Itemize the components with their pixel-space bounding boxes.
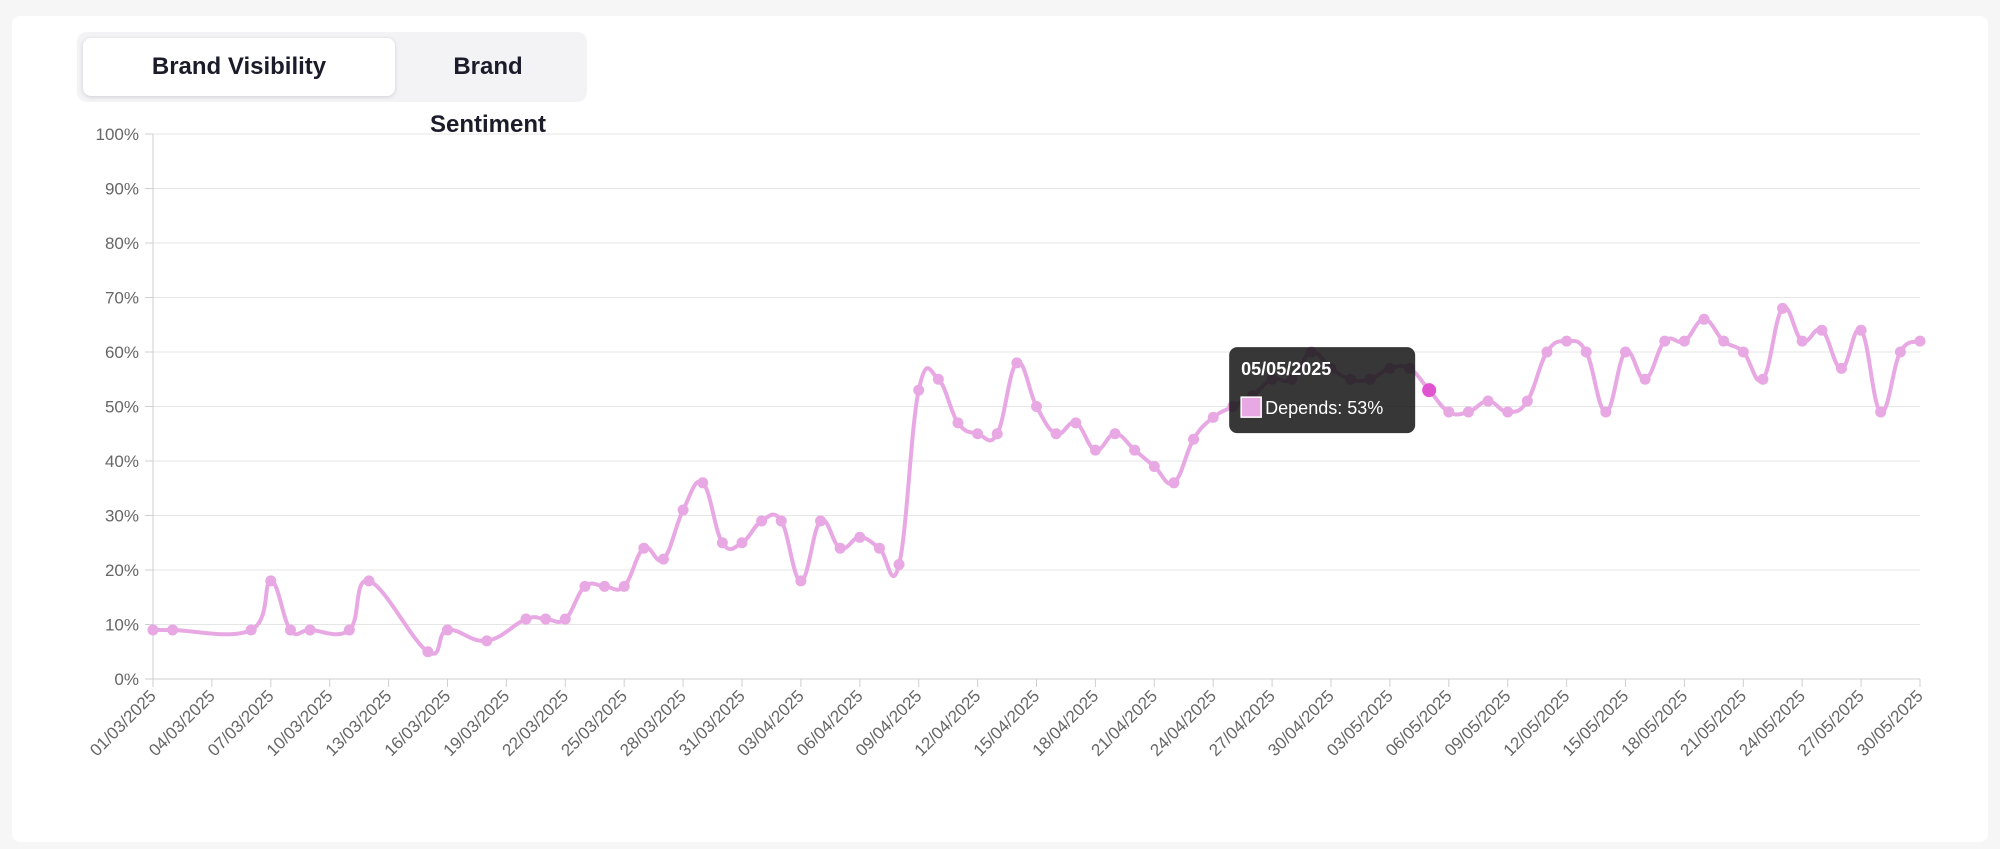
data-point [1089, 444, 1101, 456]
data-point [736, 537, 748, 549]
data-point [1796, 335, 1808, 347]
data-point [1443, 406, 1455, 418]
data-point [697, 477, 709, 489]
data-point [422, 646, 434, 658]
data-point [363, 575, 375, 587]
data-point [1855, 324, 1867, 336]
data-point [1914, 335, 1926, 347]
data-point [1659, 335, 1671, 347]
data-point [1600, 406, 1612, 418]
data-point [599, 580, 611, 592]
data-point [1561, 335, 1573, 347]
data-point [1070, 417, 1082, 429]
data-point [815, 515, 827, 527]
data-point [1777, 302, 1789, 314]
data-point [873, 542, 885, 554]
data-point [775, 515, 787, 527]
data-point [343, 624, 355, 636]
data-point [284, 624, 296, 636]
data-point [1580, 346, 1592, 358]
y-tick-label: 20% [105, 561, 139, 580]
data-point [1168, 477, 1180, 489]
tooltip-title: 05/05/2025 [1241, 359, 1331, 379]
y-tick-label: 10% [105, 616, 139, 635]
data-point [952, 417, 964, 429]
data-point [1129, 444, 1141, 456]
data-point [991, 428, 1003, 440]
y-tick-label: 80% [105, 234, 139, 253]
data-point [1718, 335, 1730, 347]
series-line [153, 305, 1921, 656]
data-point [1050, 428, 1062, 440]
data-point [147, 624, 159, 636]
y-tick-label: 70% [105, 289, 139, 308]
data-point [1639, 373, 1651, 385]
data-point [1188, 433, 1200, 445]
data-point [559, 613, 571, 625]
data-point [913, 384, 925, 396]
data-point [1835, 362, 1847, 374]
y-tick-label: 30% [105, 507, 139, 526]
tooltip-swatch [1240, 396, 1262, 418]
data-point [1148, 460, 1160, 472]
data-point [1011, 357, 1023, 369]
data-point [1109, 428, 1121, 440]
y-tick-label: 90% [105, 180, 139, 199]
data-point [1894, 346, 1906, 358]
data-point [756, 515, 768, 527]
data-point [1031, 401, 1042, 412]
data-point [520, 613, 532, 625]
y-tick-label: 0% [114, 670, 139, 689]
data-point [442, 624, 453, 636]
tab[interactable]: Brand Visibility [83, 38, 395, 96]
tooltip-text: Depends: 53% [1265, 398, 1383, 418]
data-point [1422, 383, 1437, 398]
data-point [972, 428, 984, 440]
data-point [1482, 395, 1494, 407]
data-point [893, 559, 905, 571]
y-tick-label: 100% [96, 125, 139, 144]
data-point [854, 531, 866, 543]
data-point [167, 624, 179, 636]
data-point [657, 553, 669, 565]
data-point [1541, 346, 1553, 358]
data-point [932, 373, 944, 385]
data-point [618, 580, 630, 592]
data-point [716, 537, 728, 549]
data-point [1462, 406, 1474, 418]
y-tick-label: 50% [105, 398, 139, 417]
tooltip-box [1229, 347, 1416, 434]
data-point [579, 580, 591, 592]
tooltip: 05/05/2025 Depends: 53% [1229, 347, 1416, 434]
data-point [1502, 406, 1514, 418]
data-point [1757, 373, 1769, 385]
data-point [1207, 411, 1219, 423]
data-point [1816, 324, 1828, 336]
data-point [795, 575, 807, 587]
y-tick-label: 40% [105, 452, 139, 471]
data-point [1737, 346, 1749, 358]
data-point [1875, 406, 1887, 418]
y-tick-label: 60% [105, 343, 139, 362]
data-point [1698, 313, 1710, 325]
data-point [1678, 335, 1690, 347]
data-point [834, 542, 846, 554]
data-point [638, 542, 650, 554]
tab[interactable]: Brand Sentiment [429, 53, 546, 138]
data-point [265, 575, 277, 587]
data-point [540, 613, 552, 625]
data-point [1521, 395, 1533, 407]
data-point [677, 504, 689, 516]
data-point [304, 624, 316, 636]
data-point [481, 635, 493, 647]
tab-bar: Brand Visibility Brand Sentiment [77, 32, 587, 138]
data-point [245, 624, 257, 636]
data-point [1620, 346, 1631, 358]
